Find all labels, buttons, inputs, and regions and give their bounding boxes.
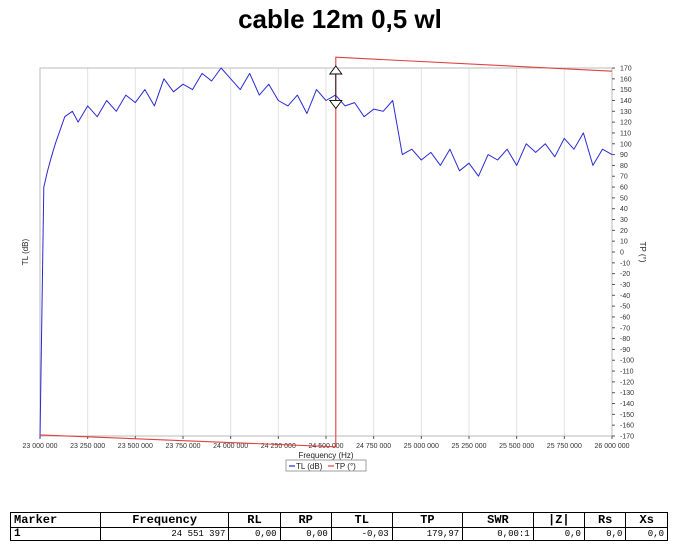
- y-tick-label: 110: [620, 130, 631, 137]
- y-tick-label: -30: [620, 282, 630, 289]
- x-tick-label: 24 250 000: [261, 443, 296, 450]
- y-tick-label: 90: [620, 152, 628, 159]
- y-tick-label: -90: [620, 347, 630, 354]
- x-tick-label: 26 000 000: [594, 443, 629, 450]
- x-tick-label: 24 000 000: [213, 443, 248, 450]
- y-tick-label: 10: [620, 239, 628, 246]
- col-frequency: Frequency: [99, 512, 230, 528]
- col-swr: SWR: [462, 512, 534, 528]
- cell-marker: 1: [10, 527, 101, 541]
- x-tick-label: 23 250 000: [70, 443, 105, 450]
- marker-table: Marker Frequency RL RP TL TP SWR |Z| Rs …: [10, 512, 668, 541]
- y-tick-label: -120: [620, 379, 634, 386]
- y-tick-label: -10: [620, 260, 630, 267]
- cell-tl: -0,03: [330, 527, 393, 541]
- left-axis-label: TL (dB): [21, 238, 30, 265]
- y-tick-label: 100: [620, 141, 632, 148]
- cell-swr: 0,00:1: [462, 527, 534, 541]
- col-rs: Rs: [583, 512, 627, 528]
- y-tick-label: 20: [620, 228, 628, 235]
- x-axis-label: Frequency (Hz): [298, 451, 353, 460]
- series-tl-line: [39, 67, 613, 439]
- series-group: [39, 56, 613, 448]
- y-tick-label: -100: [620, 358, 634, 365]
- cell-rs: 0,0: [583, 527, 627, 541]
- legend: TL (dB) TP (°): [285, 459, 367, 472]
- cell-rl: 0,00: [228, 527, 281, 541]
- y-tick-label: 120: [620, 120, 632, 127]
- y-tick-label: 70: [620, 174, 628, 181]
- y-tick-label: 30: [620, 217, 628, 224]
- cell-xs: 0,0: [625, 527, 668, 541]
- cell-z: 0,0: [532, 527, 585, 541]
- y-tick-label: -170: [620, 434, 634, 441]
- y-tick-label: -50: [620, 304, 630, 311]
- y-tick-label: -130: [620, 390, 634, 397]
- y-tick-label: -60: [620, 314, 630, 321]
- y-tick-label: -20: [620, 271, 630, 278]
- marker-table-header: Marker Frequency RL RP TL TP SWR |Z| Rs …: [10, 512, 668, 528]
- table-row[interactable]: 1 24 551 397 0,00 0,00 -0,03 179,97 0,00…: [10, 527, 668, 541]
- col-tl: TL: [330, 512, 393, 528]
- y-tick-label: -150: [620, 412, 634, 419]
- y-tick-label: -40: [620, 293, 630, 300]
- cell-frequency: 24 551 397: [99, 527, 230, 541]
- y-tick-label: -70: [620, 325, 630, 332]
- right-axis-ticks: 1701601501401301201101009080706050403020…: [612, 66, 634, 441]
- series-tp-line: [39, 56, 613, 448]
- col-rl: RL: [228, 512, 281, 528]
- grid: [39, 68, 613, 436]
- x-tick-label: 25 000 000: [404, 443, 439, 450]
- tl-tp-chart[interactable]: 23 000 000 23 250 000 23 500 000 23 750 000…: [0, 0, 680, 510]
- x-tick-label: 23 500 000: [118, 443, 153, 450]
- y-tick-label: 80: [620, 163, 628, 170]
- col-xs: Xs: [625, 512, 668, 528]
- y-tick-label: 40: [620, 206, 628, 213]
- chart-title: cable 12m 0,5 wl: [238, 4, 442, 34]
- x-tick-label: 25 250 000: [451, 443, 486, 450]
- y-tick-label: 130: [620, 109, 632, 116]
- x-tick-label: 23 000 000: [22, 443, 57, 450]
- y-tick-label: -160: [620, 423, 634, 430]
- col-z: |Z|: [532, 512, 585, 528]
- cell-tp: 179,97: [391, 527, 464, 541]
- marker-up-arrow-icon: [328, 65, 343, 75]
- legend-entry-tl: TL (dB): [296, 462, 323, 471]
- col-marker: Marker: [10, 512, 101, 528]
- y-tick-label: 50: [620, 195, 628, 202]
- y-tick-label: 160: [620, 76, 632, 83]
- col-tp: TP: [391, 512, 464, 528]
- marker-down-arrow-icon: [328, 100, 343, 110]
- legend-entry-tp: TP (°): [335, 462, 356, 471]
- x-tick-label: 23 750 000: [165, 443, 200, 450]
- y-tick-label: 150: [620, 87, 632, 94]
- marker-group[interactable]: [328, 65, 343, 110]
- y-tick-label: -110: [620, 369, 634, 376]
- cell-rp: 0,00: [279, 527, 332, 541]
- y-tick-label: -140: [620, 401, 634, 408]
- y-tick-label: 0: [620, 250, 624, 257]
- legend-box: [285, 459, 367, 472]
- x-tick-label: 25 750 000: [547, 443, 582, 450]
- x-tick-label: 25 500 000: [499, 443, 534, 450]
- y-tick-label: 140: [620, 98, 632, 105]
- y-tick-label: 60: [620, 185, 628, 192]
- y-tick-label: 170: [620, 66, 632, 73]
- y-tick-label: -80: [620, 336, 630, 343]
- col-rp: RP: [279, 512, 332, 528]
- x-tick-label: 24 750 000: [356, 443, 391, 450]
- right-axis-label: TP (°): [638, 242, 647, 263]
